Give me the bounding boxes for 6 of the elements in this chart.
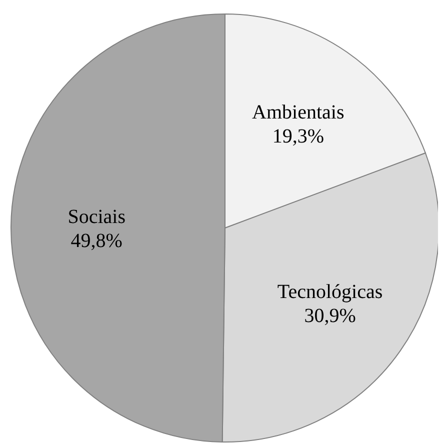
data-label: 49,8% [70, 230, 122, 252]
slice-label: Tecnológicas [277, 280, 383, 303]
data-label: 19,3% [272, 125, 324, 148]
slice-label: Sociais [68, 206, 126, 228]
slice-label: Ambientais [252, 101, 344, 124]
data-label: 30,9% [304, 304, 356, 327]
